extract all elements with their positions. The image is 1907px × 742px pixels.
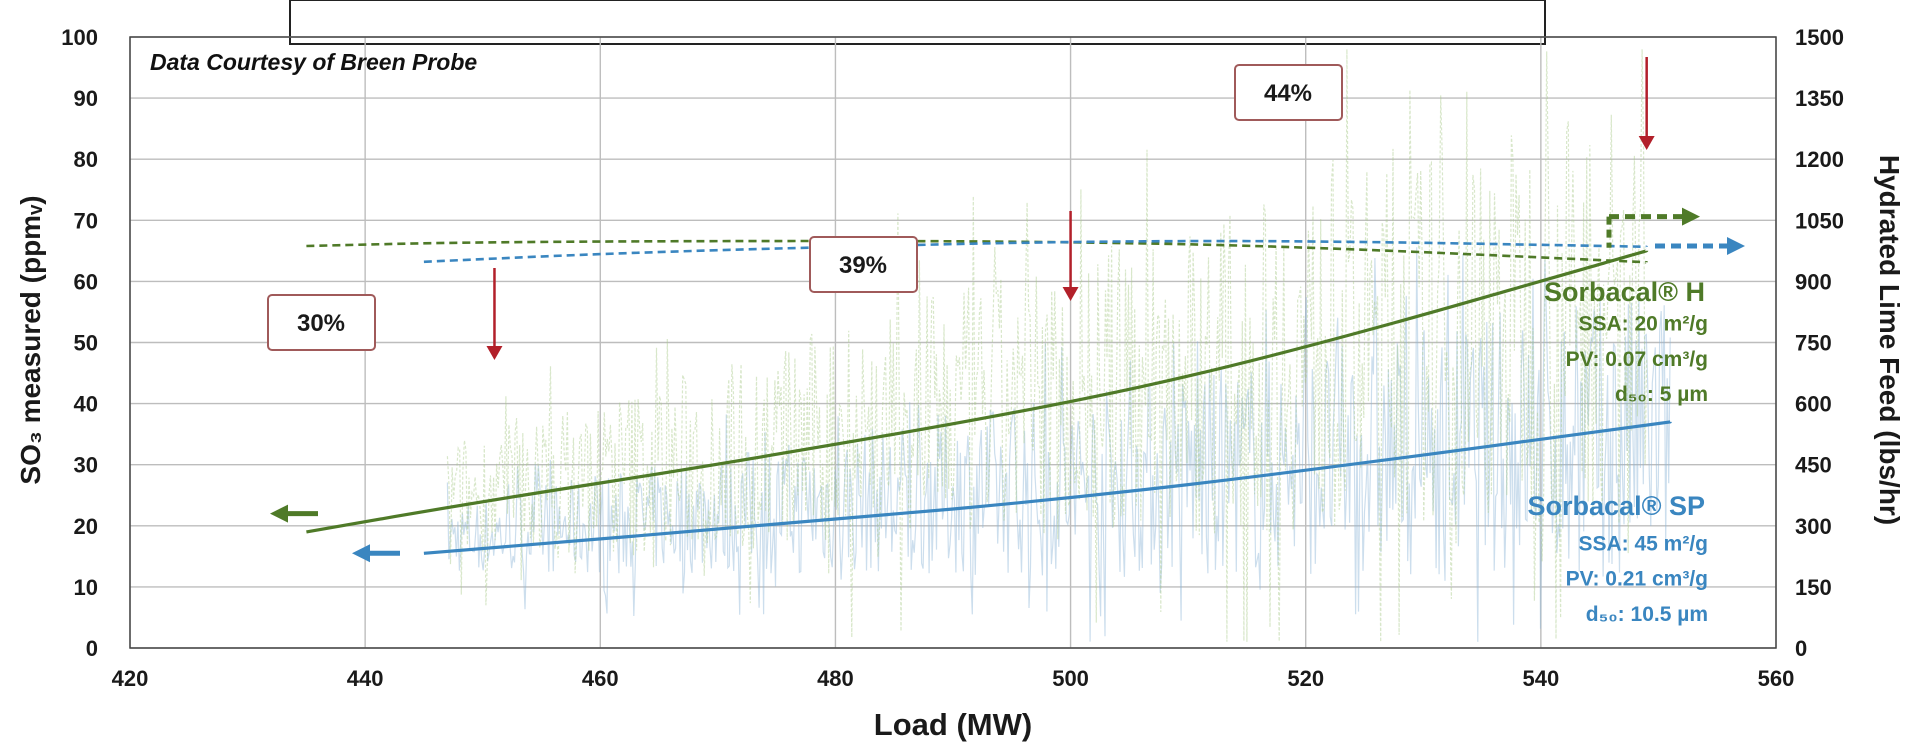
grid xyxy=(129,36,1777,649)
reduction-label: 30% xyxy=(297,310,345,337)
x-tick-label: 420 xyxy=(112,666,149,691)
product-spec: SSA: 20 m²/g xyxy=(1578,312,1708,335)
y-tick-label: 40 xyxy=(74,392,98,417)
sp-left-arrow-head xyxy=(352,544,370,563)
y-tick-label: 100 xyxy=(61,25,98,50)
y-tick-label: 50 xyxy=(74,331,98,356)
y2-tick-label: 0 xyxy=(1795,636,1807,661)
caption-frame xyxy=(289,0,1546,45)
y2-tick-label: 1350 xyxy=(1795,86,1844,111)
y-tick-label: 60 xyxy=(74,269,98,294)
product-spec: PV: 0.21 cm³/g xyxy=(1566,568,1708,591)
product-spec: d₅₀: 5 µm xyxy=(1615,383,1708,406)
y2-tick-label: 1200 xyxy=(1795,147,1844,172)
reduction-box xyxy=(1234,64,1343,121)
y2-tick-label: 1050 xyxy=(1795,208,1844,233)
y-tick-label: 10 xyxy=(74,575,98,600)
product-name: Sorbacal® H xyxy=(1544,277,1705,307)
h-raw-trace xyxy=(446,49,1648,642)
y-tick-label: 30 xyxy=(74,453,98,478)
x-tick-label: 500 xyxy=(1052,666,1089,691)
y-tick-label: 90 xyxy=(74,86,98,111)
x-tick-label: 520 xyxy=(1287,666,1324,691)
data-courtesy-note: Data Courtesy of Breen Probe xyxy=(150,49,477,75)
y2-axis-title: Hydrated Lime Feed (lbs/hr) xyxy=(1874,155,1905,525)
x-tick-label: 460 xyxy=(582,666,619,691)
series-lines xyxy=(306,239,1672,555)
product-spec: d₅₀: 10.5 µm xyxy=(1586,603,1708,626)
y-tick-label: 0 xyxy=(86,636,98,661)
reduction-label: 44% xyxy=(1264,80,1312,107)
y2-tick-label: 150 xyxy=(1795,575,1832,600)
y2-tick-labels: 0 150 300 450 600 750 900 1050 1200 1350 1500 xyxy=(1795,25,1844,661)
y-tick-label: 70 xyxy=(74,208,98,233)
x-tick-label: 480 xyxy=(817,666,854,691)
product-labels: Sorbacal® H SSA: 20 m²/g PV: 0.07 cm³/g d₅₀… xyxy=(1528,277,1708,626)
y2-tick-label: 600 xyxy=(1795,392,1832,417)
product-spec: SSA: 45 m²/g xyxy=(1578,532,1708,555)
y2-tick-label: 300 xyxy=(1795,514,1832,539)
y2-tick-label: 900 xyxy=(1795,269,1832,294)
series-line-sorbacal-h-feed xyxy=(306,239,1648,264)
y2-tick-label: 450 xyxy=(1795,453,1832,478)
reduction-box xyxy=(809,236,918,293)
y2-tick-label: 1500 xyxy=(1795,25,1844,50)
axis-arrows xyxy=(270,207,1745,563)
reduction-callouts: 30% 39% 44% xyxy=(267,57,1655,360)
product-spec: PV: 0.07 cm³/g xyxy=(1566,348,1708,371)
raw-data-traces xyxy=(446,49,1671,642)
series-line-sorbacal-sp xyxy=(423,420,1672,555)
series-line-sorbacal-h xyxy=(306,249,1648,534)
x-axis-title: Load (MW) xyxy=(874,707,1032,742)
sp-right-arrow-head xyxy=(1727,236,1745,255)
y2-tick-label: 750 xyxy=(1795,331,1832,356)
h-left-arrow-head xyxy=(270,504,288,523)
y-axis-title: SO₃ measured (ppmᵥ) xyxy=(15,195,46,484)
sp-raw-trace xyxy=(446,247,1671,642)
reduction-arrow-head xyxy=(486,346,503,360)
reduction-arrow-head xyxy=(1062,287,1079,301)
y-tick-label: 20 xyxy=(74,514,98,539)
x-tick-labels: 420 440 460 480 500 520 540 560 xyxy=(112,666,1795,691)
product-name: Sorbacal® SP xyxy=(1528,491,1705,521)
x-tick-label: 540 xyxy=(1522,666,1559,691)
h-right-arrow-head xyxy=(1682,207,1700,226)
y-tick-labels: 0 10 20 30 40 50 60 70 80 90 100 xyxy=(61,25,98,661)
y-tick-label: 80 xyxy=(74,147,98,172)
reduction-label: 39% xyxy=(839,252,887,279)
reduction-arrow-head xyxy=(1638,136,1655,150)
series-line-sorbacal-sp-feed xyxy=(423,239,1648,264)
reduction-box xyxy=(267,294,376,351)
x-tick-label: 560 xyxy=(1758,666,1795,691)
x-tick-label: 440 xyxy=(347,666,384,691)
plot-frame xyxy=(129,36,1777,649)
